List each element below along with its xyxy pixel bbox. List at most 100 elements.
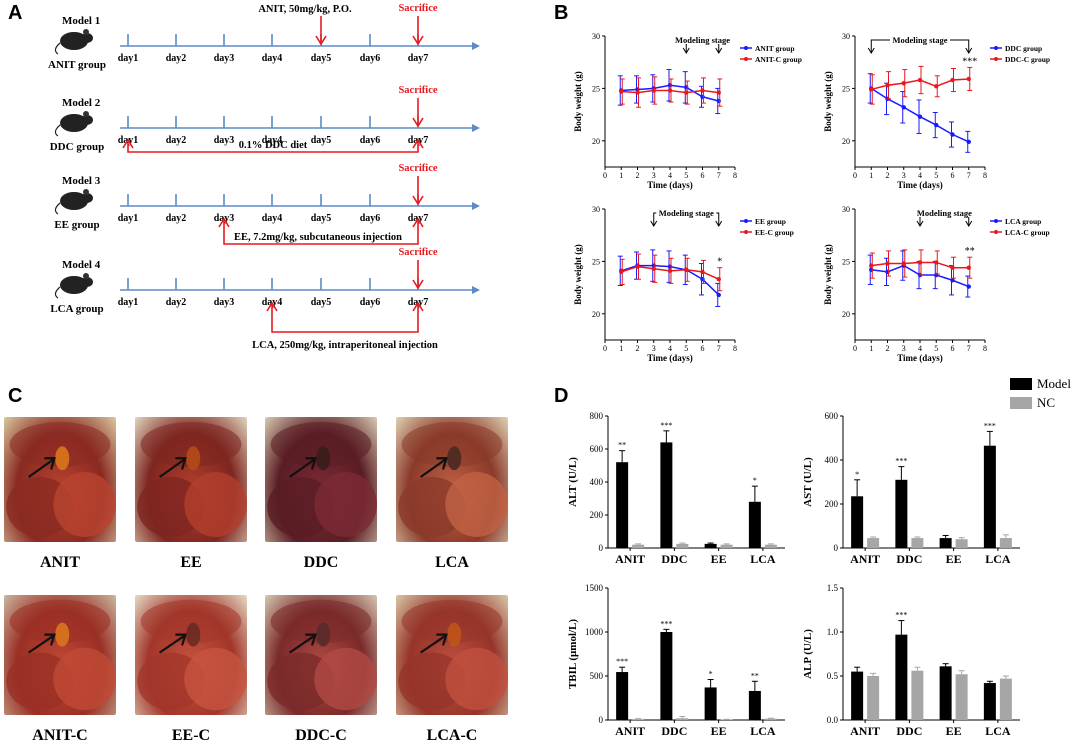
tbil-bar-chart: 0 500 1000 1500 TBIL (μmol/L) *** ANIT *** DDC * E… [567,583,785,738]
y-tick-label: 25 [842,257,850,266]
category-label: ANIT [850,724,880,738]
alp-bar-chart: 0.0 0.5 1.0 1.5 ALP (U/L) ANIT *** DDC EE LCA [802,583,1020,738]
category-label: ANIT [615,552,645,566]
bar-legend: Model NC [1010,376,1071,411]
day-label: day3 [214,297,235,308]
x-axis-label: Time (days) [897,180,943,190]
data-point [966,265,971,270]
x-tick-label: 2 [886,344,890,353]
category-label: ANIT [615,724,645,738]
y-tick-label: 25 [842,84,850,93]
ee-injection-bracket-line [223,219,419,245]
y-tick-label: 20 [842,137,850,146]
data-point [700,277,705,282]
photo-top-0-label: ANIT [39,554,80,571]
legend-label: EE-C group [755,228,794,237]
group-label: EE group [54,219,99,231]
category-label: DDC [661,552,687,566]
bar-nc [999,538,1012,548]
arrow-head-icon [305,633,317,646]
data-point [716,277,721,282]
panel-letter-b: B [554,2,569,24]
bar-nc [999,678,1012,720]
category-label: EE [711,552,727,566]
liver-lobe-shape [53,647,116,711]
bar-nc [676,718,689,720]
day-label: day2 [166,297,187,308]
y-tick-label: 0 [599,715,604,725]
bar-nc [955,674,968,720]
data-point [885,269,890,275]
photo-top-1-label: EE [180,554,202,571]
x-tick-label: 1 [619,171,623,180]
photo-top-3-label: LCA [435,554,469,571]
data-point [667,264,673,269]
y-axis-label: AST (U/L) [802,457,814,507]
x-tick-label: 3 [902,171,906,180]
liver-lobe-shape [184,472,247,537]
data-point [934,260,939,265]
significance-mark: *** [895,611,907,620]
data-point [950,265,955,270]
significance-mark: * [855,470,859,479]
alt-bar-chart: 0 200 400 600 800 ALT (U/L) ** ANIT *** DDC EE * LCA [567,411,785,566]
bar-model [616,462,629,548]
y-tick-label: 0 [834,543,839,553]
arrow-icon [28,458,54,478]
x-tick-label: 8 [983,171,987,180]
photo-bottom-2-label: DDC-C [295,727,347,744]
timeline-arrow-head [472,286,480,294]
mouse-body-shape [60,32,88,50]
data-point [966,139,971,145]
ee-injection-bracket: EE, 7.2mg/kg, subcutaneous injection [218,217,424,245]
legend-marker [994,230,998,234]
data-point [684,90,689,95]
sacrifice-label: Sacrifice [398,85,437,96]
y-tick-label: 30 [592,205,600,214]
sacrifice-arrow-head [412,279,424,290]
sacrifice-arrow-head [412,195,424,206]
mouse-tail-shape [54,42,61,55]
bar-nc [867,538,880,548]
day-label: day5 [311,53,332,64]
arrow-head-icon [305,457,317,470]
legend-item: DDC group [990,44,1042,53]
day-label: day1 [118,213,139,224]
modeling-stage-label-bg [890,34,950,44]
data-point [684,85,689,90]
day-label: day3 [214,135,235,146]
x-tick-label: 6 [701,344,705,353]
y-tick-label: 1500 [585,583,604,593]
x-tick-label: 5 [684,344,688,353]
model-label: Model 4 [62,259,101,271]
ee-injection-label: EE, 7.2mg/kg, subcutaneous injection [234,232,402,243]
timeline-arrow-head [472,202,480,210]
photo-overlay [6,599,116,711]
data-point [885,261,890,266]
mouse-ear-shape [83,273,89,279]
y-tick-label: 400 [590,477,604,487]
x-tick-label: 0 [853,171,857,180]
day-label: day2 [166,213,187,224]
category-label: ANIT [850,552,880,566]
arrow-head-icon [44,633,56,646]
model-timeline-figure: Model 1 ANIT group day1 day2 day3 day4 day5 day… [48,3,480,351]
liver-lobe-shape [445,472,508,537]
anit-dose-label: ANIT, 50mg/kg, P.O. [258,4,352,15]
diaphragm-shape [140,599,242,643]
mouse-ear-shape [83,111,89,117]
lca-bracket-arrow-left [266,301,278,312]
bar-model [616,672,629,720]
significance-mark: ** [751,671,759,680]
gallbladder-shape [186,622,201,647]
y-tick-label: 200 [825,499,839,509]
x-tick-label: 1 [619,344,623,353]
legend-item: LCA group [990,217,1041,226]
data-point [667,88,673,93]
data-point [869,263,874,268]
day-label: day4 [262,135,283,146]
x-tick-label: 7 [967,344,971,353]
bar-nc [676,543,689,548]
data-point [950,132,955,137]
